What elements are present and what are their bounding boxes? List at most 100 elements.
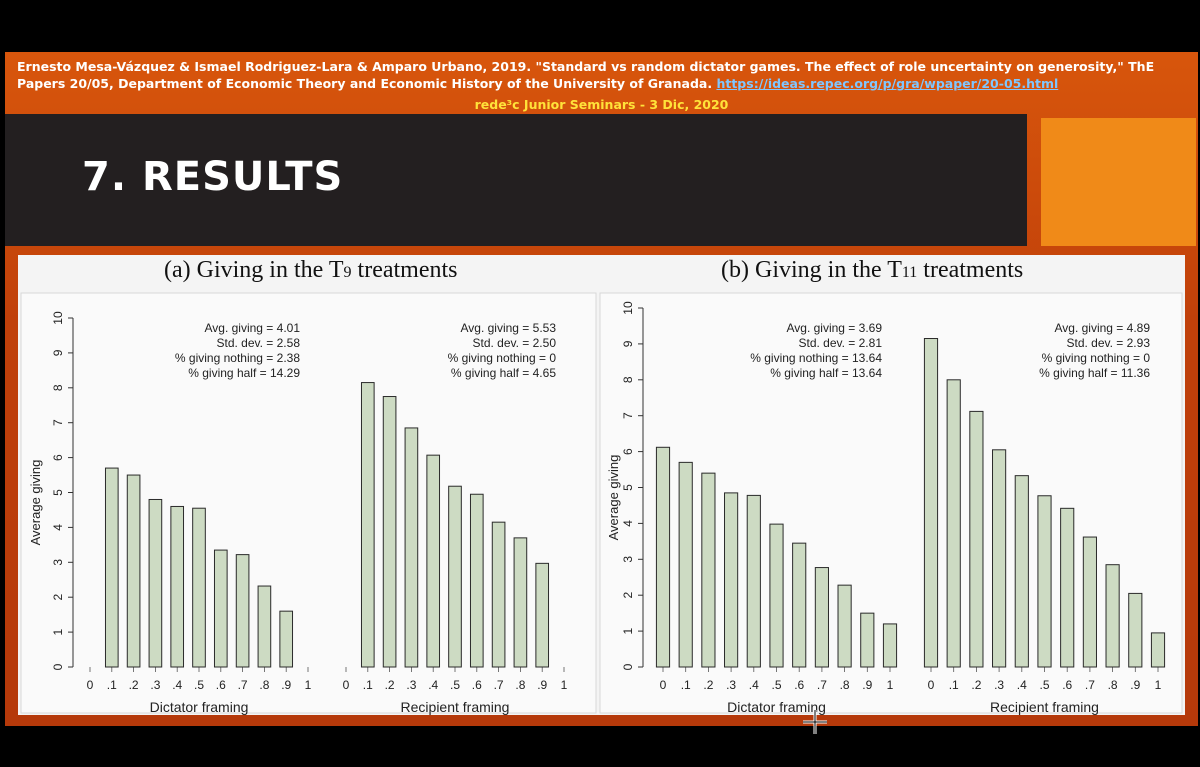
bar bbox=[104, 467, 119, 668]
y-tick-label: 5 bbox=[51, 489, 65, 496]
y-tick-label: 5 bbox=[621, 484, 635, 491]
x-tick-label: .4 bbox=[1017, 678, 1027, 692]
x-tick-label: .6 bbox=[794, 678, 804, 692]
x-tick-label: .4 bbox=[172, 678, 182, 692]
stats-annotation: Std. dev. = 2.93 bbox=[1066, 336, 1150, 350]
y-tick-label: 8 bbox=[51, 384, 65, 391]
bar bbox=[1150, 632, 1166, 668]
slide: Ernesto Mesa-Vázquez & Ismael Rodriguez-… bbox=[5, 52, 1198, 726]
x-tick-label: .5 bbox=[771, 678, 781, 692]
x-axis-label: Dictator framing bbox=[150, 699, 249, 715]
bar bbox=[426, 454, 441, 668]
citation-link[interactable]: https://ideas.repec.org/p/gra/wpaper/20-… bbox=[716, 76, 1059, 91]
x-tick-label: .8 bbox=[515, 678, 525, 692]
x-tick-label: .6 bbox=[472, 678, 482, 692]
y-tick-label: 4 bbox=[51, 524, 65, 531]
bar bbox=[837, 584, 852, 668]
stats-annotation: % giving half = 13.64 bbox=[770, 366, 882, 380]
stats-annotation: Std. dev. = 2.50 bbox=[472, 336, 556, 350]
bar bbox=[360, 382, 375, 668]
stats-annotation: Avg. giving = 5.53 bbox=[460, 321, 556, 335]
x-tick-label: .1 bbox=[107, 678, 117, 692]
x-tick-label: .9 bbox=[537, 678, 547, 692]
y-tick-label: 9 bbox=[621, 340, 635, 347]
bar bbox=[860, 612, 875, 668]
x-tick-label: .9 bbox=[1130, 678, 1140, 692]
bar bbox=[235, 554, 250, 668]
bar bbox=[513, 537, 528, 668]
stats-annotation: % giving half = 11.36 bbox=[1039, 366, 1150, 380]
bar bbox=[382, 396, 397, 668]
panel-a-title: (a) Giving in the T9 treatments bbox=[164, 257, 458, 283]
x-tick-label: .1 bbox=[949, 678, 959, 692]
bar bbox=[946, 379, 961, 668]
y-tick-label: 0 bbox=[621, 663, 635, 670]
x-tick-label: 0 bbox=[87, 678, 94, 692]
x-tick-label: .4 bbox=[428, 678, 438, 692]
accent-box bbox=[1041, 118, 1196, 246]
x-tick-label: 1 bbox=[1155, 678, 1162, 692]
x-tick-label: .9 bbox=[862, 678, 872, 692]
bar bbox=[404, 427, 419, 668]
bar bbox=[1105, 564, 1120, 668]
y-tick-label: 4 bbox=[621, 520, 635, 527]
bar bbox=[814, 567, 829, 668]
stats-annotation: % giving nothing = 13.64 bbox=[750, 351, 882, 365]
bar bbox=[469, 493, 484, 668]
x-tick-label: .3 bbox=[994, 678, 1004, 692]
bar bbox=[701, 472, 716, 668]
y-axis-label: Average giving bbox=[606, 455, 621, 541]
x-tick-label: .2 bbox=[385, 678, 395, 692]
stats-annotation: % giving nothing = 0 bbox=[448, 351, 557, 365]
y-tick-label: 6 bbox=[51, 454, 65, 461]
bar bbox=[923, 338, 939, 668]
bar bbox=[448, 485, 462, 668]
bar bbox=[213, 549, 228, 668]
x-tick-label: 1 bbox=[305, 678, 312, 692]
bar bbox=[882, 623, 898, 668]
y-tick-label: 1 bbox=[621, 627, 635, 634]
stats-annotation: % giving nothing = 0 bbox=[1042, 351, 1151, 365]
x-axis-label: Recipient framing bbox=[990, 699, 1099, 715]
x-tick-label: .1 bbox=[681, 678, 691, 692]
bar bbox=[257, 585, 272, 668]
x-tick-label: .2 bbox=[703, 678, 713, 692]
y-tick-label: 6 bbox=[621, 448, 635, 455]
bar bbox=[279, 610, 294, 668]
stats-annotation: Std. dev. = 2.81 bbox=[798, 336, 882, 350]
bar bbox=[746, 494, 761, 668]
y-tick-label: 2 bbox=[621, 592, 635, 599]
x-tick-label: 0 bbox=[343, 678, 350, 692]
y-tick-label: 3 bbox=[51, 559, 65, 566]
stats-annotation: % giving half = 14.29 bbox=[188, 366, 300, 380]
x-tick-label: .7 bbox=[238, 678, 248, 692]
x-tick-label: .8 bbox=[259, 678, 269, 692]
panel-b-title: (b) Giving in the T11 treatments bbox=[721, 257, 1024, 283]
seminar-label: rede³c Junior Seminars - 3 Dic, 2020 bbox=[474, 97, 729, 112]
x-tick-label: .6 bbox=[1062, 678, 1072, 692]
stats-annotation: % giving nothing = 2.38 bbox=[175, 351, 300, 365]
bar bbox=[1128, 592, 1143, 668]
x-tick-label: .8 bbox=[1108, 678, 1118, 692]
citation: Ernesto Mesa-Vázquez & Ismael Rodriguez-… bbox=[17, 58, 1192, 92]
bar bbox=[1037, 495, 1052, 668]
x-tick-label: .4 bbox=[749, 678, 759, 692]
y-tick-label: 0 bbox=[51, 663, 65, 670]
x-tick-label: .7 bbox=[817, 678, 827, 692]
slide-title: 7. RESULTS bbox=[82, 154, 344, 200]
stats-annotation: Avg. giving = 4.89 bbox=[1054, 321, 1150, 335]
y-tick-label: 8 bbox=[621, 376, 635, 383]
stats-annotation: Avg. giving = 3.69 bbox=[786, 321, 882, 335]
x-tick-label: .8 bbox=[840, 678, 850, 692]
y-axis-label: Average giving bbox=[28, 460, 43, 546]
stats-annotation: % giving half = 4.65 bbox=[451, 366, 556, 380]
y-tick-label: 1 bbox=[51, 628, 65, 635]
x-tick-label: .3 bbox=[726, 678, 736, 692]
bar bbox=[1014, 475, 1029, 668]
x-tick-label: .3 bbox=[150, 678, 160, 692]
bar bbox=[969, 410, 984, 668]
x-tick-label: .5 bbox=[194, 678, 204, 692]
bar bbox=[148, 498, 163, 668]
stats-annotation: Avg. giving = 4.01 bbox=[204, 321, 300, 335]
